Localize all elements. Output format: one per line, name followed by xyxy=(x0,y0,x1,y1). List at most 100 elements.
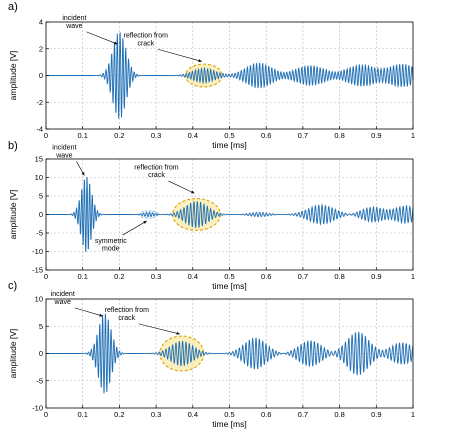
annotation-arrow xyxy=(138,323,180,335)
x-tick-label: 0.1 xyxy=(77,410,87,419)
annotation-reflection: reflection from crack xyxy=(105,307,150,322)
x-tick-label: 0.9 xyxy=(371,410,381,419)
y-tick-label: 0 xyxy=(39,210,43,219)
annotation-arrowhead xyxy=(143,220,147,224)
annotation-line: wave xyxy=(55,152,72,159)
x-tick-label: 0.1 xyxy=(77,272,87,281)
x-tick-label: 1 xyxy=(411,410,415,419)
x-tick-label: 0.8 xyxy=(334,410,344,419)
annotation-line: incident xyxy=(51,291,75,298)
annotation-arrowhead xyxy=(198,59,202,63)
panel-2: 0 0.1 0.2 0.3 0.4 0.5 0.6 0.7 0.8 0.9 1 -15 -10 -5 0 5 1… xyxy=(8,140,415,291)
y-tick-label: -5 xyxy=(36,229,43,238)
panel-label: a) xyxy=(8,1,18,13)
y-axis-label: amplitude [V] xyxy=(8,190,18,240)
annotation-line: wave xyxy=(54,299,71,306)
y-tick-label: 5 xyxy=(39,322,43,331)
signal-line xyxy=(46,32,414,119)
annotation-line: symmetric xyxy=(95,238,127,245)
signal-line xyxy=(46,313,414,394)
annotation-incident: incident wave xyxy=(52,145,76,160)
x-axis-label: time [ms] xyxy=(212,419,246,429)
x-tick-label: 0.9 xyxy=(371,131,381,140)
x-tick-label: 1 xyxy=(411,131,415,140)
y-tick-label: 0 xyxy=(39,71,43,80)
y-tick-label: 15 xyxy=(35,155,43,164)
annotation-reflection: reflection from crack xyxy=(134,164,179,179)
y-tick-label: 2 xyxy=(39,44,43,53)
x-tick-label: 0.2 xyxy=(114,272,124,281)
signal-line xyxy=(46,176,414,253)
x-tick-label: 0.3 xyxy=(151,410,161,419)
annotation-line: crack xyxy=(118,315,135,322)
x-tick-label: 0.5 xyxy=(224,131,234,140)
x-tick-label: 0.9 xyxy=(371,272,381,281)
annotation-arrow xyxy=(74,307,103,317)
y-tick-label: 5 xyxy=(39,192,43,201)
x-tick-label: 0.6 xyxy=(261,272,271,281)
panel-1: 0 0.1 0.2 0.3 0.4 0.5 0.6 0.7 0.8 0.9 1 -4 -2 0 2 4 time… xyxy=(8,1,415,150)
annotation-line: reflection from xyxy=(134,164,179,171)
annotation-arrowhead xyxy=(113,41,118,45)
y-tick-label: -15 xyxy=(32,266,43,275)
panel-label: b) xyxy=(8,140,18,152)
x-axis-label: time [ms] xyxy=(212,140,246,150)
panel-label: c) xyxy=(8,280,17,292)
y-tick-label: 4 xyxy=(39,18,43,27)
x-tick-label: 1 xyxy=(411,272,415,281)
annotation-arrowhead xyxy=(81,172,85,176)
annotation-arrow xyxy=(86,31,118,45)
x-tick-label: 0.8 xyxy=(334,131,344,140)
x-tick-label: 0.2 xyxy=(114,410,124,419)
x-tick-label: 0.6 xyxy=(261,410,271,419)
annotation-arrow xyxy=(157,48,202,62)
annotation-line: mode xyxy=(102,246,120,253)
y-tick-label: 10 xyxy=(35,173,43,182)
x-tick-label: 0.4 xyxy=(188,410,198,419)
x-tick-label: 0.4 xyxy=(188,272,198,281)
y-tick-label: -5 xyxy=(36,376,43,385)
annotation-arrow xyxy=(122,220,147,236)
annotation-arrow xyxy=(168,180,195,194)
annotation-incident: incident wave xyxy=(62,15,86,30)
y-axis-label: amplitude [V] xyxy=(8,329,18,379)
y-tick-label: 10 xyxy=(35,295,43,304)
annotation-line: wave xyxy=(65,23,82,30)
y-tick-label: -4 xyxy=(36,125,43,134)
x-tick-label: 0.5 xyxy=(224,410,234,419)
annotation-line: crack xyxy=(148,172,165,179)
annotation-arrowhead xyxy=(99,313,103,317)
annotation-arrowhead xyxy=(190,190,195,194)
x-tick-label: 0.8 xyxy=(334,272,344,281)
y-tick-label: 0 xyxy=(39,349,43,358)
x-axis-label: time [ms] xyxy=(212,281,246,291)
y-axis-label: amplitude [V] xyxy=(8,51,18,101)
annotation-incident: incident wave xyxy=(51,291,75,306)
y-tick-label: -2 xyxy=(36,98,43,107)
annotation-line: reflection from xyxy=(124,32,169,39)
y-tick-label: -10 xyxy=(32,404,43,413)
x-tick-label: 0.7 xyxy=(298,131,308,140)
annotation-line: incident xyxy=(62,15,86,22)
x-tick-label: 0.1 xyxy=(77,131,87,140)
x-tick-label: 0.7 xyxy=(298,410,308,419)
annotation-arrowhead xyxy=(176,331,180,335)
annotation-reflection: reflection from crack xyxy=(124,32,169,47)
annotation-symmetric: symmetric mode xyxy=(95,238,127,253)
x-tick-label: 0.6 xyxy=(261,131,271,140)
annotation-line: crack xyxy=(137,40,154,47)
x-tick-label: 0.4 xyxy=(188,131,198,140)
panel-3: 0 0.1 0.2 0.3 0.4 0.5 0.6 0.7 0.8 0.9 1 -10 -5 0 5 10 ti… xyxy=(8,280,415,429)
x-tick-label: 0 xyxy=(44,131,48,140)
x-tick-label: 0 xyxy=(44,272,48,281)
x-tick-label: 0.2 xyxy=(114,131,124,140)
x-tick-label: 0.5 xyxy=(224,272,234,281)
annotation-line: reflection from xyxy=(105,307,150,314)
annotation-line: incident xyxy=(52,145,76,152)
x-tick-label: 0.3 xyxy=(151,272,161,281)
y-tick-label: -10 xyxy=(32,247,43,256)
x-tick-label: 0 xyxy=(44,410,48,419)
x-tick-label: 0.3 xyxy=(151,131,161,140)
x-tick-label: 0.7 xyxy=(298,272,308,281)
